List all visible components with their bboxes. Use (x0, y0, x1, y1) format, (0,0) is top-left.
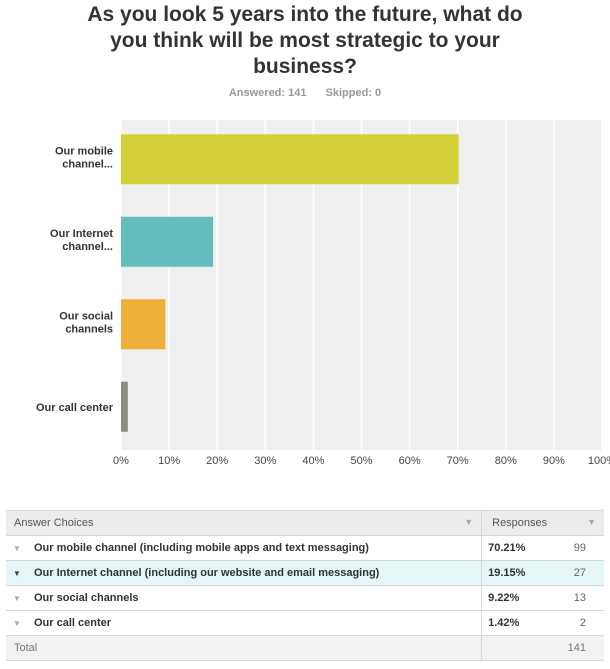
bar (121, 216, 214, 267)
x-tick-label: 80% (495, 455, 517, 467)
title-line-2: you think will be most strategic to your (110, 29, 500, 52)
chart-title: As you look 5 years into the future, wha… (0, 2, 610, 80)
responses-table: Answer Choices ▼ Responses ▼ ▼ Our mobile… (6, 510, 604, 661)
category-label-line: Our social (59, 310, 113, 322)
total-row: Total 141 (6, 635, 604, 661)
table-row[interactable]: ▼ Our Internet channel (including our web… (6, 560, 604, 586)
category-label-line: Our call center (36, 402, 114, 414)
row-count: 13 (547, 585, 604, 611)
bar (121, 299, 166, 350)
category-label: Our mobile channel... (55, 145, 113, 170)
x-tick-label: 10% (158, 455, 180, 467)
row-percent: 19.15% (481, 560, 548, 586)
x-tick-label: 50% (350, 455, 372, 467)
row-percent: 1.42% (481, 610, 548, 636)
category-label: Our Internet channel... (50, 228, 113, 253)
responses-header[interactable]: Responses ▼ (481, 510, 604, 536)
x-tick-label: 60% (399, 455, 421, 467)
expand-caret-icon[interactable]: ▼ (13, 619, 21, 628)
x-tick-label: 20% (206, 455, 228, 467)
bar-chart: 0% 10% 20% 30% 40% 50% 60% 70% 80% 90% 100% Our mob… (36, 120, 610, 467)
x-tick-label: 70% (447, 455, 469, 467)
table-row[interactable]: ▼ Our call center 1.42% 2 (6, 610, 604, 636)
answered-count: Answered: 141 (228, 87, 307, 99)
responses-header-label: Responses (492, 517, 548, 529)
title-line-3: business? (253, 55, 357, 78)
category-label: Our social channels (59, 310, 113, 335)
answer-choices-header-label: Answer Choices (14, 517, 94, 529)
row-label: Our call center (34, 617, 112, 629)
row-label: Our Internet channel (including our webs… (34, 567, 380, 579)
answer-choices-header[interactable]: Answer Choices ▼ (6, 510, 482, 536)
category-label-line: channel... (62, 241, 113, 253)
x-tick-label: 100% (588, 455, 610, 467)
table-header-row: Answer Choices ▼ Responses ▼ (6, 510, 604, 536)
sort-down-icon[interactable]: ▼ (464, 517, 474, 527)
row-count: 27 (547, 560, 604, 586)
row-label: Our social channels (34, 592, 139, 604)
expand-caret-icon[interactable]: ▼ (13, 544, 21, 553)
x-tick-label: 0% (113, 455, 129, 467)
sort-down-icon[interactable]: ▼ (587, 517, 596, 527)
category-label-line: channel... (62, 158, 113, 170)
expand-caret-icon[interactable]: ▼ (13, 569, 21, 578)
bar (121, 134, 459, 185)
row-count: 2 (547, 610, 604, 636)
expand-caret-icon[interactable]: ▼ (13, 594, 21, 603)
category-label-line: channels (65, 323, 113, 335)
row-label: Our mobile channel (including mobile app… (34, 542, 369, 554)
x-tick-label: 40% (302, 455, 324, 467)
category-label-line: Our mobile (55, 145, 113, 157)
response-meta: Answered: 141 Skipped: 0 (0, 87, 610, 99)
x-tick-label: 90% (543, 455, 565, 467)
title-line-1: As you look 5 years into the future, wha… (87, 3, 523, 26)
x-tick-label: 30% (254, 455, 276, 467)
category-label-line: Our Internet (50, 228, 113, 240)
row-percent: 70.21% (481, 535, 548, 561)
skipped-count: Skipped: 0 (325, 87, 382, 99)
total-label: Total (6, 635, 482, 661)
table-row[interactable]: ▼ Our mobile channel (including mobile ap… (6, 535, 604, 561)
row-count: 99 (547, 535, 604, 561)
category-label: Our call center (36, 402, 114, 414)
total-count: 141 (547, 635, 604, 661)
bar (121, 381, 128, 432)
row-percent: 9.22% (481, 585, 548, 611)
table-row[interactable]: ▼ Our social channels 9.22% 13 (6, 585, 604, 611)
